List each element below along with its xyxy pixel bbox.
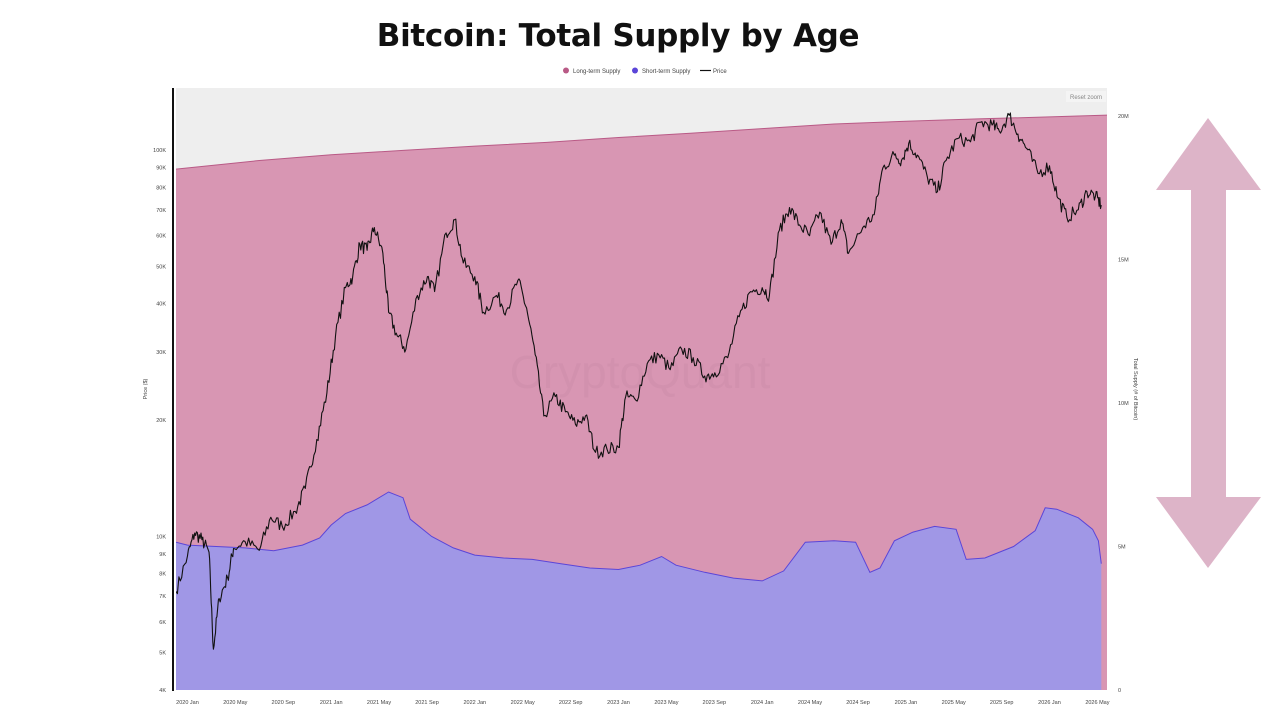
left-tick-label: 100K <box>153 148 166 154</box>
x-tick-label: 2021 Jan <box>320 700 343 706</box>
left-axis-title: Price ($) <box>143 378 149 399</box>
x-tick-label: 2025 Jan <box>895 700 918 706</box>
series-line-price <box>176 112 1102 650</box>
left-tick-label: 6K <box>159 620 166 626</box>
left-tick-label: 5K <box>159 651 166 657</box>
left-tick-label: 30K <box>156 350 166 356</box>
x-tick-label: 2023 Jan <box>607 700 630 706</box>
page-title: Bitcoin: Total Supply by Age <box>376 18 860 54</box>
right-tick-label: 5M <box>1118 545 1126 551</box>
right-tick-label: 10M <box>1118 401 1129 407</box>
legend-label-short-term: Short-term Supply <box>642 69 690 75</box>
left-tick-label: 80K <box>156 185 166 191</box>
left-tick-label: 7K <box>159 594 166 600</box>
x-tick-label: 2026 Jan <box>1038 700 1061 706</box>
x-tick-label: 2025 May <box>942 700 966 706</box>
x-tick-label: 2024 Jan <box>751 700 774 706</box>
x-tick-label: 2021 Sep <box>415 700 439 706</box>
legend-label-price: Price <box>713 69 727 75</box>
reset-zoom-bg <box>1066 91 1106 102</box>
legend-item-short-term[interactable]: Short-term Supply <box>632 67 690 76</box>
legend-item-long-term[interactable]: Long-term Supply <box>563 67 620 76</box>
series-line-long-term <box>176 114 1107 170</box>
right-tick-label: 20M <box>1118 114 1129 120</box>
series-line-short-term <box>176 491 1102 582</box>
reset-zoom-button[interactable]: Reset zoom <box>1066 91 1106 102</box>
x-tick-label: 2022 Jan <box>463 700 486 706</box>
x-tick-label: 2024 May <box>798 700 822 706</box>
x-tick-label: 2021 May <box>367 700 391 706</box>
left-tick-label: 90K <box>156 166 166 172</box>
left-tick-label: 9K <box>159 552 166 558</box>
watermark: CryptoQuant <box>510 346 771 398</box>
left-tick-label: 8K <box>159 572 166 578</box>
x-tick-label: 2020 Jan <box>176 700 199 706</box>
reset-zoom-label: Reset zoom <box>1070 95 1102 101</box>
x-tick-label: 2020 Sep <box>272 700 296 706</box>
up-down-arrow-icon <box>1156 118 1261 568</box>
x-axis-ticks: 2020 Jan 2020 May 2020 Sep 2021 Jan 2021 May… <box>176 700 1110 706</box>
legend-item-price[interactable]: Price <box>700 69 727 75</box>
plot-area[interactable]: CryptoQuant <box>176 112 1107 690</box>
right-axis-title: Total Supply (# of Bitcoin) <box>1132 358 1138 421</box>
left-axis-ticks: 100K 90K 80K 70K 60K 50K 40K 30K 20K 10K 9K 8K 7K 6K 5… <box>153 148 166 694</box>
left-tick-label: 40K <box>156 302 166 308</box>
x-tick-label: 2026 May <box>1085 700 1109 706</box>
left-tick-label: 20K <box>156 418 166 424</box>
left-tick-label: 50K <box>156 264 166 270</box>
left-tick-label: 60K <box>156 234 166 240</box>
series-area-short-term <box>176 492 1102 690</box>
right-tick-label: 0 <box>1118 688 1121 694</box>
left-tick-label: 70K <box>156 208 166 214</box>
right-axis-ticks: 20M 15M 10M 5M 0 <box>1118 114 1129 694</box>
left-tick-label: 10K <box>156 534 166 540</box>
x-tick-label: 2020 May <box>223 700 247 706</box>
x-tick-label: 2023 Sep <box>703 700 727 706</box>
x-tick-label: 2022 Sep <box>559 700 583 706</box>
x-tick-label: 2025 Sep <box>990 700 1014 706</box>
x-tick-label: 2023 May <box>654 700 678 706</box>
left-tick-label: 4K <box>159 688 166 694</box>
legend-label-long-term: Long-term Supply <box>573 69 620 75</box>
legend-swatch-long-term <box>563 67 569 74</box>
right-tick-label: 15M <box>1118 258 1129 264</box>
x-tick-label: 2024 Sep <box>846 700 870 706</box>
legend: Long-term Supply Short-term Supply Price <box>563 67 727 76</box>
legend-swatch-short-term <box>632 67 638 74</box>
x-tick-label: 2022 May <box>511 700 535 706</box>
